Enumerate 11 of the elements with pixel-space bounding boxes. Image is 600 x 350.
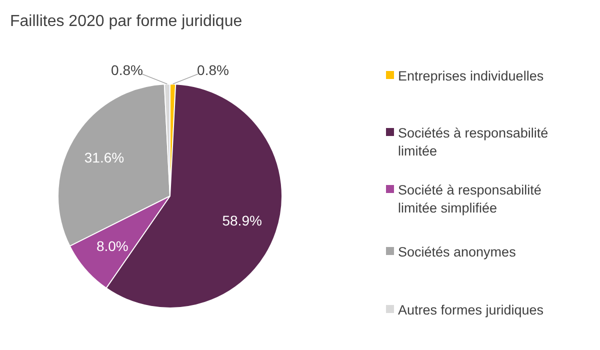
data-label: 58.9% [222, 212, 262, 228]
data-label: 0.8% [111, 62, 143, 78]
legend-label: Société à responsabilité limitée simplifiée [398, 182, 542, 216]
legend-label: Autres formes juridiques [398, 302, 544, 318]
data-label: 8.0% [96, 238, 128, 254]
legend-label: Sociétés à responsabilité limitée [398, 126, 548, 159]
legend-label: Entreprises individuelles [398, 68, 544, 84]
legend-label: Sociétés anonymes [398, 244, 516, 260]
chart-title: Faillites 2020 par forme juridique [10, 13, 242, 30]
data-label: 31.6% [84, 149, 124, 166]
data-label: 0.8% [197, 62, 229, 78]
